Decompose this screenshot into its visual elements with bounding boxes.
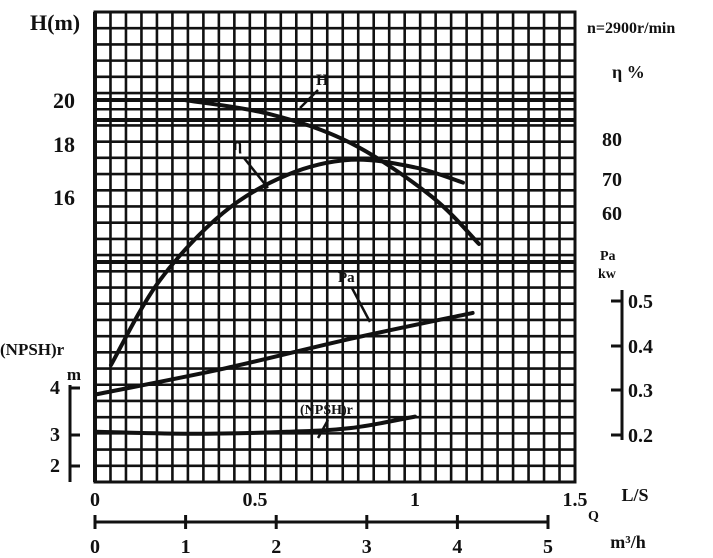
- curve-label: η: [233, 137, 242, 154]
- curve-label-leader: [299, 89, 319, 109]
- power-axis-unit: kw: [598, 267, 617, 282]
- x-axis-ls-title: L/S: [621, 485, 648, 505]
- left-axis-tick-label: 18: [53, 132, 75, 157]
- chart-curves: [93, 98, 481, 436]
- x-axis-m3h-tick-label: 2: [271, 536, 281, 558]
- x-axis-m3h-tick-label: 5: [543, 536, 553, 558]
- power-axis-tick-label: 0.2: [628, 425, 653, 447]
- left-axis-title: H(m): [30, 10, 80, 35]
- curve-label-leader: [243, 157, 269, 189]
- curve-label: H: [316, 72, 329, 89]
- x-axis-ls-tick-label: 1: [410, 489, 420, 511]
- chart-title: n=2900r/min: [587, 20, 675, 37]
- x-axis-ls-tick-label: 0.5: [243, 489, 268, 511]
- npsh-axis-title: (NPSH)r: [0, 340, 65, 359]
- power-axis-title: Pa: [600, 249, 616, 264]
- efficiency-axis-tick-label: 60: [602, 203, 622, 225]
- efficiency-axis-title: η %: [612, 62, 645, 82]
- x-axis-m3h-title: m³/h: [610, 532, 645, 552]
- chart-grid: [93, 10, 577, 484]
- chart-labels: HηPa(NPSH)rH(m)201816(NPSH)rm432n=2900r/…: [0, 10, 675, 558]
- x-axis-m3h-tick-label: 4: [452, 536, 462, 558]
- npsh-axis-tick-label: 2: [50, 455, 60, 477]
- efficiency-axis-tick-label: 80: [602, 129, 622, 151]
- x-axis-m3h-tick-label: 1: [181, 536, 191, 558]
- power-curve: [93, 310, 475, 397]
- efficiency-curve: [109, 157, 465, 367]
- x-axis-m3h-tick-label: 3: [362, 536, 372, 558]
- curve-label-leader: [350, 287, 372, 323]
- efficiency-axis-tick-label: 70: [602, 169, 622, 191]
- npsh-axis-unit: m: [67, 365, 81, 384]
- x-axis-symbol: Q: [588, 509, 599, 524]
- left-axis-tick-label: 20: [53, 88, 75, 113]
- x-axis-ls-tick-label: 0: [90, 489, 100, 511]
- power-axis-tick-label: 0.3: [628, 380, 653, 402]
- curve-label-leader: [316, 419, 330, 439]
- head-curve: [182, 98, 481, 246]
- npsh-axis-tick-label: 3: [50, 424, 60, 446]
- x-axis-m3h-tick-label: 0: [90, 536, 100, 558]
- curve-label: Pa: [338, 270, 355, 286]
- npsh-curve: [93, 414, 417, 436]
- chart-axes: [68, 290, 624, 529]
- left-axis-tick-label: 16: [53, 185, 75, 210]
- power-axis-tick-label: 0.5: [628, 291, 653, 313]
- npsh-axis-tick-label: 4: [50, 377, 60, 399]
- plot-frame: [93, 10, 577, 484]
- power-axis-tick-label: 0.4: [628, 336, 653, 358]
- curve-label: (NPSH)r: [300, 403, 353, 418]
- x-axis-ls-tick-label: 1.5: [563, 489, 588, 511]
